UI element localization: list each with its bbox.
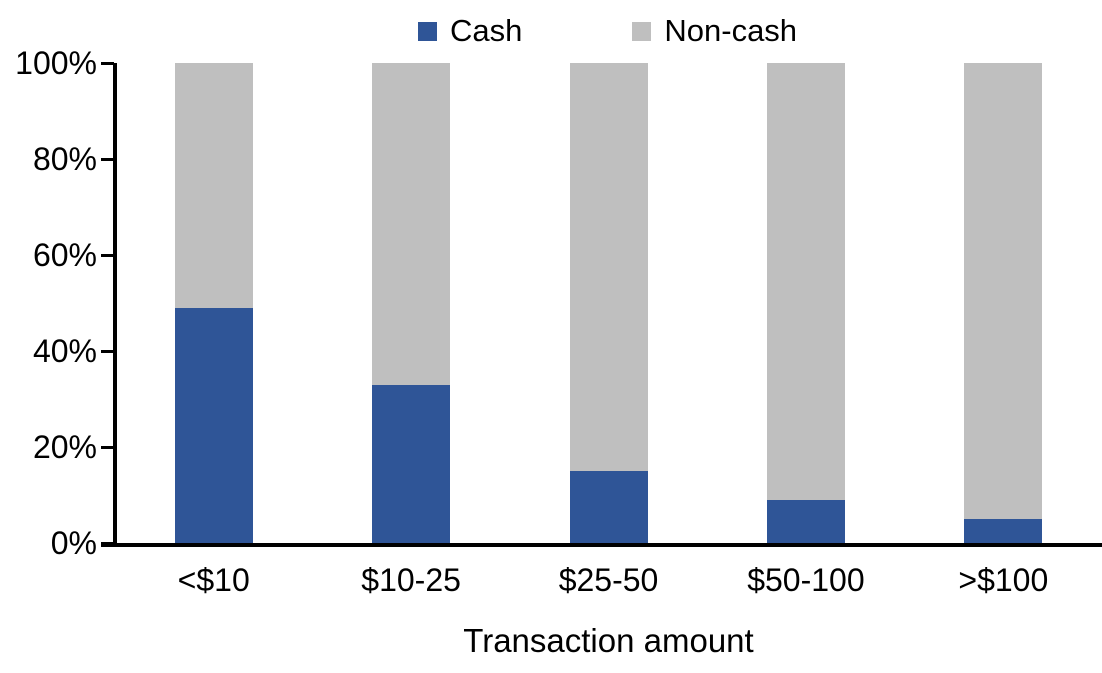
x-category-label: $50-100 — [747, 562, 865, 598]
y-tick-label: 80% — [32, 141, 97, 177]
plot-area — [115, 63, 1102, 543]
y-tick — [101, 61, 114, 65]
y-tick-label: 20% — [32, 429, 97, 465]
bar-segment-noncash — [372, 63, 451, 385]
bar-segment-cash — [174, 307, 253, 543]
stacked-bar-2 — [372, 63, 451, 543]
y-tick-label: 40% — [32, 333, 97, 369]
bar-slot — [312, 63, 509, 543]
legend-label-noncash: Non-cash — [664, 13, 798, 48]
x-category-label: $10-25 — [361, 562, 461, 598]
stacked-bar-5 — [964, 63, 1043, 543]
y-tick-label: 0% — [50, 525, 97, 561]
bar-segment-cash — [964, 519, 1043, 543]
bar-segment-noncash — [569, 63, 648, 471]
y-tick-label: 60% — [32, 237, 97, 273]
bar-slot — [510, 63, 707, 543]
x-category-label: >$100 — [958, 562, 1049, 598]
bar-segment-noncash — [174, 63, 253, 308]
bar-slot — [115, 63, 312, 543]
x-axis-labels: <$10 $10-25 $25-50 $50-100 >$100 — [115, 561, 1102, 599]
y-tick — [101, 349, 114, 353]
cash-legend-swatch-icon — [418, 21, 437, 41]
y-tick-label: 100% — [15, 45, 97, 81]
stacked-bar-4 — [766, 63, 845, 543]
bar-slot — [905, 63, 1102, 543]
bar-segment-noncash — [964, 63, 1043, 519]
x-category-label: <$10 — [177, 562, 250, 598]
bar-segment-cash — [569, 471, 648, 543]
bar-segment-noncash — [766, 63, 845, 500]
bar-slot — [707, 63, 904, 543]
bar-segment-cash — [766, 499, 845, 543]
x-axis-title: Transaction amount — [463, 622, 754, 659]
legend-item-cash: Cash — [418, 12, 522, 50]
legend-label-cash: Cash — [450, 13, 523, 48]
y-tick — [101, 253, 114, 257]
legend-item-noncash: Non-cash — [632, 12, 797, 50]
noncash-legend-swatch-icon — [632, 21, 652, 41]
stacked-bar-3 — [569, 63, 648, 543]
bar-segment-cash — [372, 384, 451, 543]
x-category-label: $25-50 — [558, 562, 659, 598]
stacked-bar-1 — [174, 63, 253, 543]
x-axis-line — [101, 543, 1102, 547]
y-tick — [101, 445, 114, 449]
y-axis-line — [113, 63, 117, 547]
legend: Cash Non-cash — [418, 12, 797, 50]
y-tick — [101, 157, 114, 161]
